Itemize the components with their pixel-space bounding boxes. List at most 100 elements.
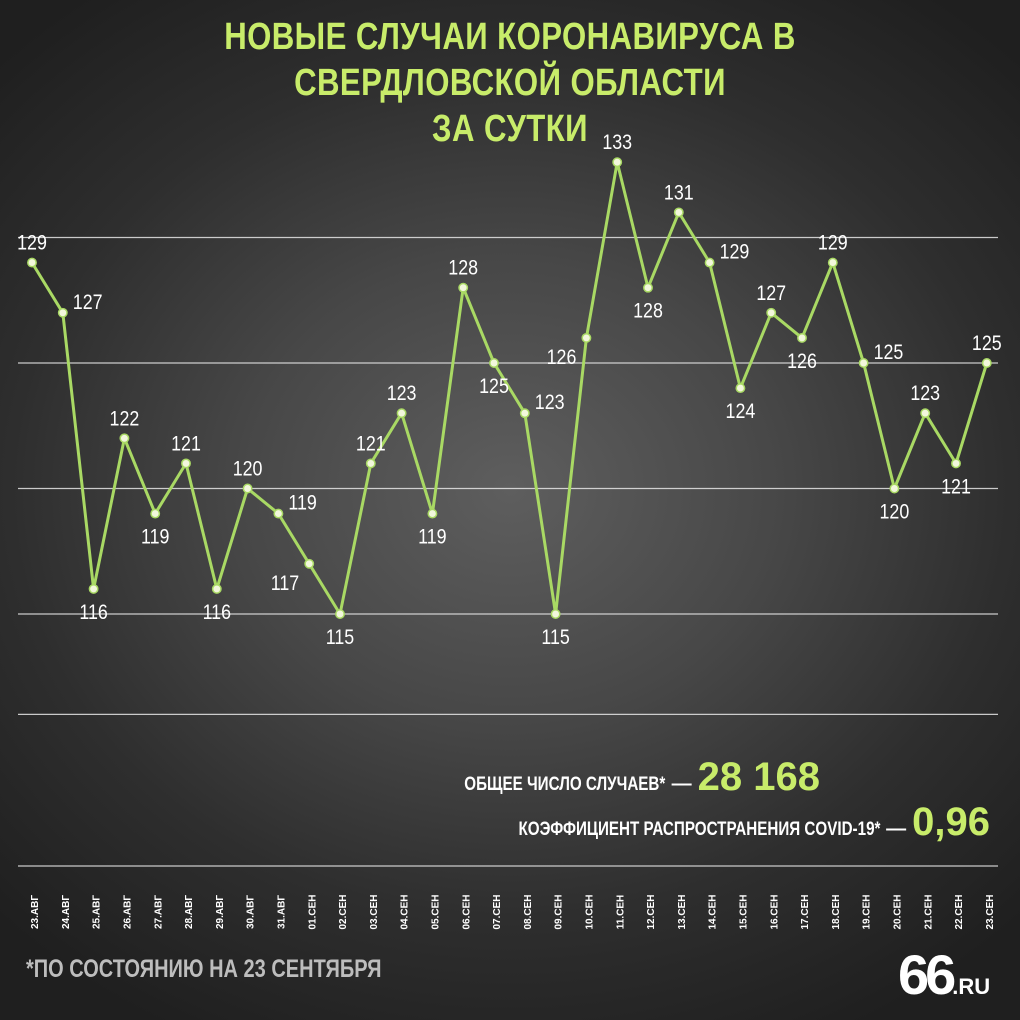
- data-point-17.СЕН: [797, 332, 807, 343]
- x-tick-label-31.АВГ: 31.АВГ: [277, 895, 288, 929]
- x-tick-label-29.АВГ: 29.АВГ: [215, 895, 226, 929]
- series-line: [30, 160, 989, 616]
- data-label-18.СЕН: 129: [818, 231, 848, 255]
- data-point-25.АВГ: [88, 583, 99, 594]
- data-label-27.АВГ: 119: [141, 525, 169, 549]
- x-tick-label-04.СЕН: 04.СЕН: [400, 894, 411, 929]
- data-point-28.АВГ: [181, 458, 191, 469]
- x-tick-label-28.АВГ: 28.АВГ: [184, 895, 195, 929]
- footnote: *ПО СОСТОЯНИЮ НА 23 СЕНТЯБРЯ: [26, 955, 382, 983]
- chart-title: НОВЫЕ СЛУЧАИ КОРОНАВИРУСА В СВЕРДЛОВСКОЙ…: [92, 14, 928, 152]
- data-point-18.СЕН: [827, 257, 838, 268]
- data-point-26.АВГ: [119, 433, 130, 444]
- data-point-12.СЕН: [643, 282, 653, 293]
- data-point-21.СЕН: [920, 408, 931, 419]
- data-label-14.СЕН: 129: [720, 240, 750, 264]
- data-point-05.СЕН: [427, 508, 438, 519]
- total-cases-line: ОБЩЕЕ ЧИСЛО СЛУЧАЕВ* —28 168: [414, 755, 990, 800]
- x-tick-label-22.СЕН: 22.СЕН: [954, 894, 965, 929]
- data-point-24.АВГ: [57, 307, 68, 318]
- x-tick-label-23.АВГ: 23.АВГ: [30, 895, 41, 929]
- total-cases-value: 28 168: [697, 755, 820, 799]
- x-tick-label-23.СЕН: 23.СЕН: [985, 894, 996, 929]
- data-label-06.СЕН: 128: [448, 256, 478, 280]
- data-point-30.АВГ: [242, 483, 253, 494]
- site-logo: 66.RU: [898, 942, 990, 1007]
- x-tick-label-25.АВГ: 25.АВГ: [92, 895, 103, 929]
- data-point-02.СЕН: [335, 609, 345, 619]
- data-label-07.СЕН: 125: [479, 375, 509, 399]
- x-tick-label-13.СЕН: 13.СЕН: [677, 894, 688, 929]
- spread-coef-line: КОЭФФИЦИЕНТ РАСПРОСТРАНЕНИЯ COVID-19* —0,…: [428, 800, 990, 845]
- x-tick-label-21.СЕН: 21.СЕН: [923, 894, 934, 929]
- x-tick-label-24.АВГ: 24.АВГ: [61, 895, 72, 929]
- x-tick-label-05.СЕН: 05.СЕН: [431, 894, 442, 929]
- x-tick-label-10.СЕН: 10.СЕН: [585, 894, 596, 929]
- spread-coef-dash: —: [886, 818, 907, 840]
- data-point-01.СЕН: [304, 558, 315, 569]
- data-label-25.АВГ: 116: [79, 601, 107, 625]
- data-label-13.СЕН: 131: [664, 181, 694, 205]
- data-label-21.СЕН: 123: [910, 382, 940, 406]
- data-label-22.СЕН: 121: [941, 475, 971, 499]
- x-tick-label-19.СЕН: 19.СЕН: [862, 894, 873, 929]
- logo-number: 66: [898, 943, 956, 1006]
- data-label-09.СЕН: 115: [541, 626, 570, 650]
- data-point-14.СЕН: [704, 257, 715, 268]
- data-label-04.СЕН: 123: [387, 382, 417, 406]
- x-tick-label-03.СЕН: 03.СЕН: [369, 894, 380, 929]
- total-cases-dash: —: [671, 773, 692, 795]
- data-label-29.АВГ: 116: [203, 601, 231, 625]
- data-label-12.СЕН: 128: [633, 299, 663, 323]
- data-point-31.АВГ: [273, 508, 284, 519]
- data-label-05.СЕН: 119: [418, 525, 446, 549]
- x-tick-label-09.СЕН: 09.СЕН: [554, 894, 565, 929]
- data-point-15.СЕН: [735, 383, 746, 394]
- x-tick-label-01.СЕН: 01.СЕН: [307, 894, 318, 929]
- data-label-16.СЕН: 127: [756, 281, 786, 305]
- data-point-23.СЕН: [981, 358, 992, 368]
- spread-coef-value: 0,96: [912, 800, 990, 844]
- data-label-01.СЕН: 117: [271, 571, 299, 595]
- data-label-11.СЕН: 133: [602, 131, 632, 155]
- data-point-23.АВГ: [27, 257, 37, 268]
- x-tick-label-07.СЕН: 07.СЕН: [492, 894, 503, 929]
- data-label-03.СЕН: 121: [356, 432, 386, 456]
- data-label-19.СЕН: 125: [874, 341, 904, 365]
- spread-coef-label: КОЭФФИЦИЕНТ РАСПРОСТРАНЕНИЯ COVID-19*: [518, 819, 881, 840]
- x-tick-label-30.АВГ: 30.АВГ: [246, 895, 257, 929]
- data-point-16.СЕН: [766, 307, 777, 318]
- data-point-08.СЕН: [519, 408, 530, 419]
- data-point-13.СЕН: [673, 207, 684, 218]
- data-label-15.СЕН: 124: [726, 400, 756, 424]
- logo-domain: .RU: [952, 974, 991, 999]
- data-point-29.АВГ: [211, 583, 222, 594]
- x-tick-label-08.СЕН: 08.СЕН: [523, 894, 534, 929]
- data-point-20.СЕН: [889, 483, 900, 494]
- data-point-27.АВГ: [150, 508, 161, 519]
- chart-title-line1: НОВЫЕ СЛУЧАИ КОРОНАВИРУСА В СВЕРДЛОВСКОЙ…: [224, 16, 796, 104]
- data-label-28.АВГ: 121: [171, 432, 201, 456]
- data-point-19.СЕН: [858, 358, 869, 368]
- data-label-23.СЕН: 125: [972, 332, 1002, 356]
- x-tick-label-20.СЕН: 20.СЕН: [893, 894, 904, 929]
- x-tick-label-11.СЕН: 11.СЕН: [615, 895, 626, 929]
- data-label-26.АВГ: 122: [110, 407, 140, 431]
- data-point-11.СЕН: [612, 157, 623, 168]
- data-label-20.СЕН: 120: [880, 500, 910, 524]
- data-label-31.АВГ: 119: [288, 491, 316, 515]
- data-point-09.СЕН: [550, 609, 561, 619]
- x-tick-label-06.СЕН: 06.СЕН: [461, 894, 472, 929]
- x-tick-label-14.СЕН: 14.СЕН: [708, 894, 719, 929]
- total-cases-label: ОБЩЕЕ ЧИСЛО СЛУЧАЕВ*: [464, 774, 666, 795]
- data-label-08.СЕН: 123: [535, 391, 565, 415]
- data-point-22.СЕН: [951, 458, 961, 469]
- chart-title-line2: ЗА СУТКИ: [432, 108, 588, 150]
- x-tick-label-17.СЕН: 17.СЕН: [800, 894, 811, 929]
- x-tick-label-02.СЕН: 02.СЕН: [338, 894, 349, 929]
- x-tick-label-18.СЕН: 18.СЕН: [831, 894, 842, 929]
- x-tick-label-12.СЕН: 12.СЕН: [646, 894, 657, 929]
- x-tick-label-16.СЕН: 16.СЕН: [769, 894, 780, 929]
- data-point-04.СЕН: [396, 408, 407, 419]
